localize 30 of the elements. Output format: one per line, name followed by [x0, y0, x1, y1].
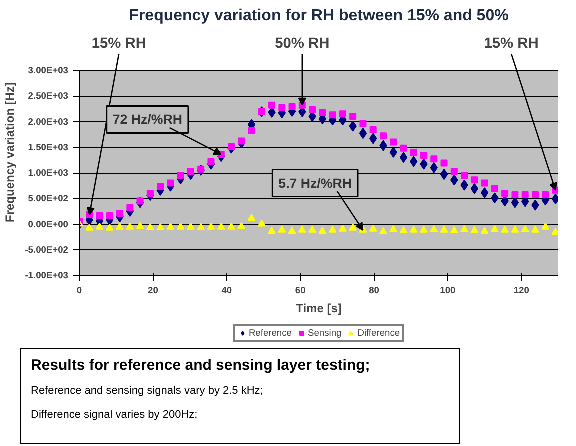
y-tick-label: -5.00E+02 — [25, 244, 69, 255]
y-tick-label: 0.00E+00 — [28, 219, 69, 230]
y-tick-label: -1.00E+03 — [25, 270, 69, 280]
text: Reference and sensing signals vary by 2.5 kHz; — [31, 384, 264, 400]
y-tick-label: 2.50E+03 — [28, 91, 69, 102]
x-tick-label: 80 — [369, 286, 380, 296]
x-axis-title: Time [s] — [296, 302, 342, 316]
x-tick-label: 60 — [295, 286, 306, 296]
legend-label: Difference — [358, 328, 400, 338]
annotation: 50% RH — [275, 36, 330, 52]
x-tick-label: 40 — [222, 286, 232, 296]
text: Difference signal varies by 200Hz; — [31, 408, 199, 424]
x-tick-label: 20 — [148, 286, 158, 296]
legend-label: Sensing — [308, 328, 342, 338]
annotation: 15% RH — [92, 36, 146, 52]
annotation: 5.7 Hz/%RH — [278, 176, 352, 191]
y-tick-label: 3.00E+03 — [28, 66, 69, 76]
x-tick-label: 100 — [440, 286, 456, 296]
annotation: 15% RH — [484, 36, 539, 52]
y-axis-title: Frequency variation [Hz] — [3, 82, 18, 223]
y-tick-label: 1.50E+03 — [28, 142, 69, 152]
y-tick-label: 2.00E+03 — [28, 116, 69, 127]
y-tick-label: 1.00E+03 — [28, 168, 69, 178]
y-tick-label: 5.00E+02 — [28, 194, 69, 204]
chart-title: Frequency variation for RH between 15% and 50% — [129, 8, 509, 24]
x-tick-label: 0 — [76, 286, 82, 296]
annotation: 72 Hz/%RH — [112, 112, 182, 128]
legend-label: Reference — [248, 328, 292, 338]
x-tick-label: 120 — [514, 286, 530, 296]
text: Results for reference and sensing layer testing; — [31, 356, 370, 376]
